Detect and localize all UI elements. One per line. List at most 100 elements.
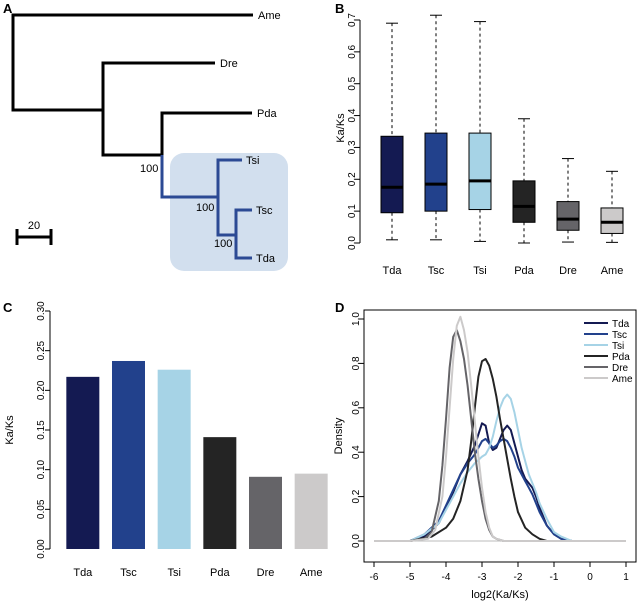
x-tick-label: -5 xyxy=(406,572,415,583)
x-tick-label: Tsi xyxy=(167,567,180,579)
x-tick-label: -4 xyxy=(442,572,451,583)
y-tick-label: 0.30 xyxy=(36,301,47,321)
panel-c: C 0.00 0.05 0.10 0.15 0.20 0.25 0.30 Ka/Ks Tda… xyxy=(3,300,328,579)
x-tick-label: Pda xyxy=(210,567,230,579)
y-tick-label: 0.00 xyxy=(36,539,47,559)
density-lines xyxy=(374,315,626,542)
taxon-label: Dre xyxy=(220,58,238,70)
y-tick-label: 0.5 xyxy=(347,76,358,90)
y-tick-label: 0.6 xyxy=(351,400,362,414)
scale-bar xyxy=(15,229,53,245)
bar-tda xyxy=(66,376,100,549)
bar-dre xyxy=(249,476,282,549)
legend-label: Dre xyxy=(612,363,629,374)
x-tick-labels: Tda Tsc Tsi Pda Dre Ame xyxy=(73,567,322,579)
bar-tsi xyxy=(157,369,191,549)
y-tick-label: 0.8 xyxy=(351,356,362,370)
x-tick-label: Pda xyxy=(514,265,534,277)
plot-frame xyxy=(363,309,637,563)
y-ticks: 0.0 0.2 0.4 0.6 0.8 1.0 xyxy=(351,312,364,548)
box-tda xyxy=(380,22,404,241)
bar-ame xyxy=(294,473,328,549)
legend-label: Tda xyxy=(612,319,630,330)
x-tick-label: Tsc xyxy=(428,265,445,277)
y-tick-label: 0.3 xyxy=(347,140,358,154)
x-tick-label: Tda xyxy=(383,265,403,277)
x-ticks: -6 -5 -4 -3 -2 -1 0 1 xyxy=(370,562,629,583)
x-tick-label: 0 xyxy=(587,572,593,583)
box-body xyxy=(468,132,492,211)
tree-branches-outgroup xyxy=(11,13,253,157)
x-tick-label: -3 xyxy=(478,572,487,583)
x-tick-labels: Tda Tsc Tsi Pda Dre Ame xyxy=(383,265,624,277)
panel-b-letter: B xyxy=(335,1,344,16)
bootstrap-label: 100 xyxy=(196,202,214,214)
x-tick-label: Ame xyxy=(601,265,624,277)
y-tick-label: 0.4 xyxy=(347,108,358,122)
y-tick-label: 0.2 xyxy=(347,172,358,186)
bootstrap-label: 100 xyxy=(214,238,232,250)
x-tick-label: Ame xyxy=(300,567,323,579)
x-tick-label: 1 xyxy=(623,572,629,583)
x-tick-label: -2 xyxy=(514,572,523,583)
x-tick-label: Tda xyxy=(73,567,93,579)
y-tick-label: 1.0 xyxy=(351,312,362,326)
x-tick-label: Tsi xyxy=(473,265,486,277)
x-tick-label: -1 xyxy=(550,572,559,583)
panel-b: B 0.00.10.20.30.40.50.60.7 Ka/Ks Tda Tsc T… xyxy=(335,1,624,277)
y-tick-label: 0.05 xyxy=(36,499,47,519)
taxon-label: Tsc xyxy=(256,205,273,217)
box-tsi xyxy=(468,21,492,242)
panel-a-letter: A xyxy=(3,1,13,16)
box-body xyxy=(600,207,624,234)
density-line-dre xyxy=(374,329,626,542)
legend-label: Pda xyxy=(612,352,630,363)
y-axis-label: Density xyxy=(333,417,345,454)
y-tick-label: 0.6 xyxy=(347,44,358,58)
x-tick-label: Dre xyxy=(559,265,577,277)
bar-tsc xyxy=(112,360,145,549)
box-tsc xyxy=(424,14,448,241)
y-tick-label: 0.0 xyxy=(347,236,358,250)
y-tick-label: 0.20 xyxy=(36,380,47,400)
y-axis-label: Ka/Ks xyxy=(335,113,347,143)
scale-bar-label: 20 xyxy=(28,220,40,232)
density-line-ame xyxy=(374,315,626,542)
taxon-label: Tsi xyxy=(246,155,259,167)
y-ticks: 0.00 0.05 0.10 0.15 0.20 0.25 0.30 xyxy=(36,301,50,559)
y-tick-label: 0.15 xyxy=(36,420,47,440)
density-line-tsc xyxy=(374,437,626,542)
y-tick-label: 0.1 xyxy=(347,204,358,218)
legend-label: Tsc xyxy=(612,330,627,341)
box-dre xyxy=(556,158,580,243)
taxon-label: Tda xyxy=(256,253,276,265)
x-tick-label: Dre xyxy=(257,567,275,579)
y-axis-label: Ka/Ks xyxy=(4,415,16,445)
y-tick-label: 0.4 xyxy=(351,445,362,459)
box-body xyxy=(556,201,580,231)
box-body xyxy=(424,132,448,212)
panel-d-letter: D xyxy=(335,300,344,315)
bootstrap-label: 100 xyxy=(140,163,158,175)
panel-c-letter: C xyxy=(3,300,13,315)
density-line-tsi xyxy=(374,393,626,542)
taxon-label: Pda xyxy=(257,108,277,120)
y-tick-label: 0.0 xyxy=(351,534,362,548)
y-ticks: 0.0 0.1 0.2 0.3 0.4 0.5 0.6 0.7 xyxy=(347,13,360,250)
tree-branches-clade xyxy=(160,155,252,260)
y-tick-label: 0.7 xyxy=(347,13,358,27)
x-axis-label: log2(Ka/Ks) xyxy=(471,589,528,601)
x-tick-label: Tsc xyxy=(120,567,137,579)
density-line-pda xyxy=(374,358,626,542)
bar-pda xyxy=(203,437,237,549)
y-tick-label: 0.2 xyxy=(351,489,362,503)
panel-a: A Ame Dre Pda Tsi Tsc Tda 100 1 xyxy=(3,1,288,271)
y-tick-label: 0.10 xyxy=(36,459,47,479)
boxes xyxy=(380,14,624,244)
box-body xyxy=(512,180,536,223)
box-ame xyxy=(600,170,624,243)
panel-d: D 0.0 0.2 0.4 0.6 0.8 1.0 -6 -5 -4 -3 -2 -1 0 1 Dens… xyxy=(333,300,637,601)
clade-highlight xyxy=(170,153,288,271)
